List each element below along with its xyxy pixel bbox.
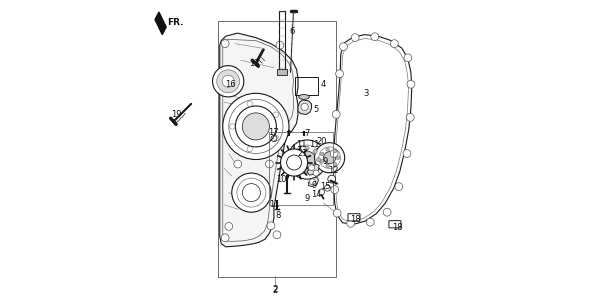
Circle shape	[313, 170, 319, 176]
Circle shape	[309, 179, 316, 185]
Circle shape	[326, 164, 330, 168]
Circle shape	[221, 40, 229, 48]
Circle shape	[301, 103, 308, 110]
Polygon shape	[308, 177, 319, 187]
Bar	[270, 132, 333, 205]
Text: 6: 6	[289, 27, 294, 36]
Circle shape	[330, 150, 338, 157]
Circle shape	[314, 143, 345, 173]
Text: 16: 16	[225, 80, 235, 89]
Text: 15: 15	[320, 182, 330, 191]
Circle shape	[234, 160, 242, 168]
Polygon shape	[307, 164, 319, 175]
Text: 14: 14	[311, 190, 322, 199]
Text: 11: 11	[296, 140, 306, 149]
Circle shape	[403, 150, 411, 157]
Polygon shape	[155, 12, 166, 35]
Circle shape	[316, 157, 320, 162]
Circle shape	[212, 66, 244, 97]
Text: 18: 18	[350, 215, 360, 224]
Circle shape	[313, 166, 317, 170]
Circle shape	[347, 219, 355, 227]
Circle shape	[340, 43, 348, 51]
Circle shape	[333, 149, 337, 153]
Circle shape	[313, 149, 317, 154]
Circle shape	[371, 33, 379, 41]
Circle shape	[305, 146, 309, 150]
Bar	[295, 77, 317, 95]
Circle shape	[320, 152, 324, 156]
Polygon shape	[298, 100, 312, 114]
Circle shape	[332, 110, 340, 118]
Polygon shape	[333, 35, 412, 224]
Circle shape	[333, 163, 337, 166]
Text: 7: 7	[304, 129, 310, 138]
Circle shape	[221, 234, 229, 242]
Text: 10: 10	[276, 175, 287, 184]
Text: 20: 20	[317, 137, 327, 146]
Circle shape	[299, 151, 316, 168]
Ellipse shape	[299, 95, 309, 99]
FancyBboxPatch shape	[389, 221, 401, 228]
Text: 3: 3	[363, 89, 368, 98]
Circle shape	[266, 160, 273, 168]
Text: 13: 13	[249, 59, 260, 68]
Text: 12: 12	[328, 166, 339, 175]
Circle shape	[223, 93, 289, 160]
Circle shape	[351, 34, 359, 42]
Circle shape	[267, 222, 275, 230]
Circle shape	[331, 186, 339, 194]
Text: 5: 5	[313, 105, 319, 114]
Circle shape	[328, 175, 336, 183]
Circle shape	[320, 160, 324, 163]
Circle shape	[276, 41, 284, 49]
Circle shape	[366, 218, 374, 226]
Circle shape	[336, 156, 340, 160]
Circle shape	[222, 75, 234, 87]
Text: 9: 9	[312, 181, 317, 190]
Circle shape	[324, 185, 330, 191]
Circle shape	[293, 157, 298, 162]
Text: 18: 18	[392, 223, 402, 232]
Text: 11: 11	[309, 140, 320, 149]
Circle shape	[336, 70, 343, 78]
Circle shape	[407, 113, 414, 121]
Circle shape	[297, 166, 301, 170]
Circle shape	[326, 148, 330, 151]
Circle shape	[242, 113, 270, 140]
Circle shape	[323, 152, 336, 164]
Polygon shape	[219, 33, 298, 247]
Circle shape	[305, 169, 309, 173]
Circle shape	[309, 165, 314, 171]
Text: 8: 8	[276, 211, 281, 220]
Text: 2: 2	[273, 285, 278, 294]
Circle shape	[383, 208, 391, 216]
Text: 4: 4	[321, 80, 326, 89]
Circle shape	[391, 40, 398, 48]
Text: 9: 9	[304, 194, 310, 203]
Circle shape	[225, 222, 232, 230]
Text: 19: 19	[171, 110, 181, 119]
Text: 2: 2	[273, 286, 278, 295]
Circle shape	[232, 173, 271, 212]
Circle shape	[333, 209, 341, 217]
Circle shape	[319, 189, 324, 195]
Circle shape	[273, 231, 281, 239]
Text: 9: 9	[323, 157, 327, 166]
Text: 17: 17	[268, 128, 278, 137]
Circle shape	[217, 70, 240, 93]
FancyBboxPatch shape	[348, 214, 360, 221]
Bar	[218, 21, 336, 277]
Text: 21: 21	[297, 149, 308, 158]
Text: 11: 11	[268, 200, 279, 209]
Circle shape	[404, 54, 412, 62]
Text: FR.: FR.	[167, 18, 183, 27]
Bar	[277, 69, 287, 75]
Circle shape	[407, 80, 415, 88]
Circle shape	[395, 183, 403, 191]
Circle shape	[281, 149, 307, 176]
Circle shape	[297, 149, 301, 154]
Circle shape	[287, 140, 327, 179]
